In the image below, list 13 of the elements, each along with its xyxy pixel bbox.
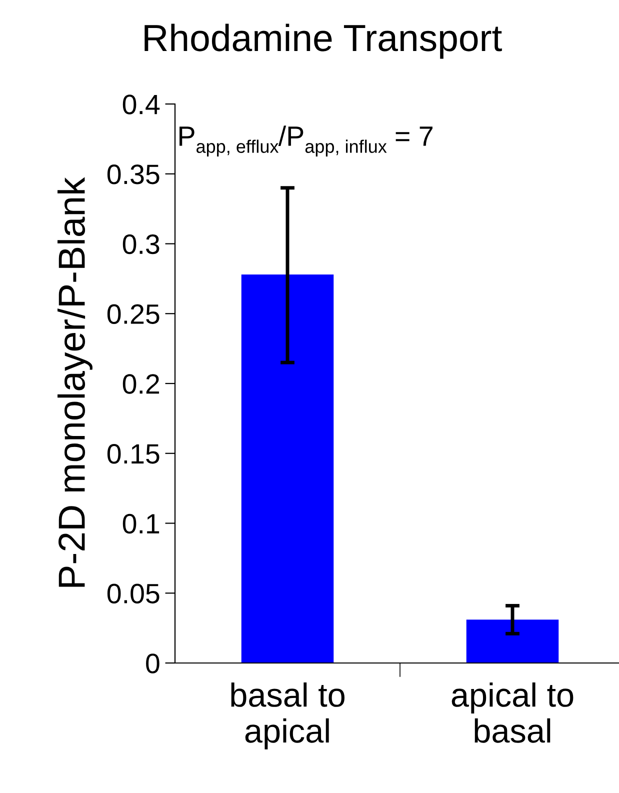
y-tick-label: 0.4 <box>122 94 160 114</box>
y-tick-label: 0.15 <box>107 444 160 464</box>
x-tick-label: apical to basal <box>452 682 574 743</box>
x-tick-label: basal to apical <box>231 682 344 750</box>
chart-title: Rhodamine Transport <box>144 24 502 59</box>
y-tick-label: 0 <box>146 654 160 674</box>
y-axis-title: P-2D monolayer/P-Blank <box>58 177 92 587</box>
y-tick-label: 0.3 <box>122 234 160 254</box>
y-tick-label: 0.1 <box>122 514 160 534</box>
y-tick-label: 0.35 <box>107 164 160 184</box>
y-tick-label: 0.2 <box>122 374 160 394</box>
y-tick-label: 0.25 <box>107 304 160 324</box>
y-tick-label: 0.05 <box>107 584 160 604</box>
